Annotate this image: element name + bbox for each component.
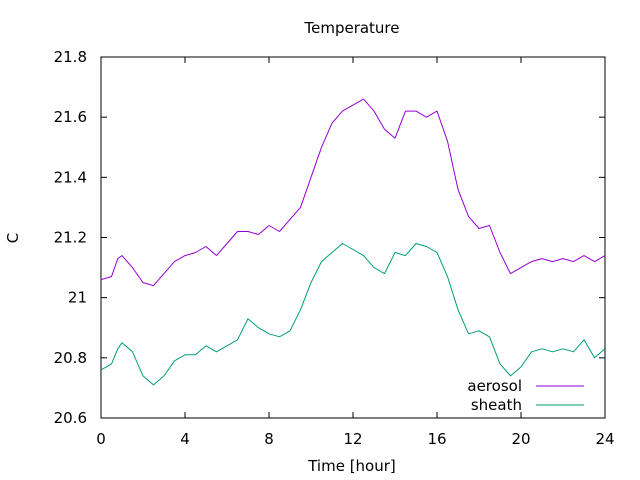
x-tick-label: 0 <box>96 430 106 448</box>
y-tick-label: 21.6 <box>54 108 87 126</box>
legend-label-sheath: sheath <box>471 396 522 414</box>
axis-ticks <box>100 56 606 419</box>
series-lines <box>100 98 606 386</box>
y-axis-label: C <box>4 233 22 243</box>
chart-title: Temperature <box>303 19 399 37</box>
x-tick-label: 24 <box>595 430 614 448</box>
x-tick-label: 20 <box>511 430 530 448</box>
x-tick-label: 4 <box>180 430 190 448</box>
series-line-sheath <box>100 243 606 386</box>
x-tick-label: 8 <box>264 430 274 448</box>
x-tick-label: 16 <box>427 430 446 448</box>
series-line-aerosol <box>100 98 606 287</box>
x-axis-label: Time [hour] <box>307 457 396 475</box>
y-tick-label: 21.8 <box>54 48 87 66</box>
plot-frame <box>100 56 606 419</box>
y-tick-label: 20.8 <box>54 349 87 367</box>
y-tick-label: 21.2 <box>54 229 87 247</box>
y-tick-label: 21.4 <box>54 168 87 186</box>
tick-labels: 0 4 8 12 16 20 24 20.6 20.8 21 21.2 21.4 21.6 21.8 <box>54 48 615 448</box>
y-tick-label: 20.6 <box>54 409 87 427</box>
x-tick-label: 12 <box>343 430 362 448</box>
y-tick-label: 21 <box>68 289 87 307</box>
legend-label-aerosol: aerosol <box>467 377 522 395</box>
